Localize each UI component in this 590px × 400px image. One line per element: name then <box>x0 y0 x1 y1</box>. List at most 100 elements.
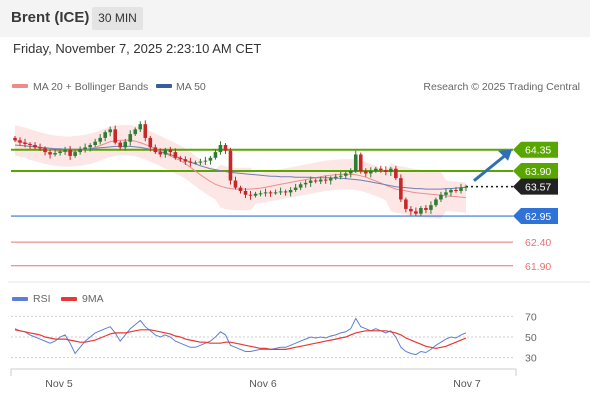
candle-body <box>379 168 383 171</box>
level-label-64.35: 64.35 <box>525 145 551 157</box>
ma50-legend-label: MA 50 <box>176 81 206 93</box>
candle-body <box>118 142 123 148</box>
candle-body <box>173 152 178 158</box>
instrument-title: Brent (ICE) <box>11 9 90 26</box>
candle-body <box>13 137 17 141</box>
candle-body <box>318 179 323 182</box>
candle-body <box>153 147 158 153</box>
candle-body <box>288 190 293 193</box>
candle-body <box>108 129 113 133</box>
ma20-legend-label: MA 20 + Bollinger Bands <box>33 81 148 93</box>
candle-body <box>38 147 42 149</box>
candle-body <box>203 160 208 162</box>
candle-body <box>148 137 153 148</box>
level-label-62.40: 62.40 <box>525 237 551 249</box>
candle-body <box>83 147 87 150</box>
candle-body <box>449 190 453 193</box>
candle-body <box>313 180 318 182</box>
candle-body <box>188 161 193 163</box>
candle-body <box>143 124 148 138</box>
candle-body <box>454 190 458 191</box>
candle-body <box>168 149 173 153</box>
candle-body <box>444 192 448 195</box>
ma50-legend-swatch <box>156 84 172 88</box>
candle-body <box>333 176 338 179</box>
candle-body <box>33 145 37 148</box>
candle-body <box>53 153 57 155</box>
candle-body <box>233 180 238 188</box>
candle-body <box>198 161 203 163</box>
candle-body <box>238 187 243 191</box>
candle-body <box>103 132 107 138</box>
candle-body <box>208 157 213 161</box>
rsi-ma-legend-label: 9MA <box>82 293 104 305</box>
candle-body <box>278 191 283 193</box>
level-label-63.90: 63.90 <box>525 166 551 178</box>
candle-body <box>358 154 363 172</box>
level-labels: 64.35 63.90 63.57 62.95 62.40 61.90 <box>473 141 558 273</box>
level-tag-63.57 <box>513 178 558 195</box>
level-label-63.57: 63.57 <box>525 182 551 194</box>
candle-body <box>218 145 223 153</box>
candle-body <box>43 148 47 153</box>
candle-body <box>298 184 303 188</box>
candle-body <box>248 194 253 196</box>
candle-body <box>384 170 388 172</box>
candle-body <box>439 194 443 200</box>
candle-body <box>348 171 353 174</box>
candle-body <box>323 179 328 181</box>
candle-body <box>48 152 52 155</box>
projection-arrow-shaft <box>473 153 507 182</box>
level-label-62.95: 62.95 <box>525 211 551 223</box>
candle-body <box>409 208 413 212</box>
candle-body <box>128 134 133 142</box>
level-tag-63.90 <box>513 163 558 180</box>
candle-body <box>18 140 22 143</box>
candle-body <box>253 193 258 196</box>
candle-body <box>93 141 97 145</box>
candle-body <box>303 182 308 185</box>
candle-body <box>228 150 233 181</box>
candle-body <box>158 152 163 155</box>
candle-body <box>389 168 393 172</box>
candle-body <box>223 145 228 151</box>
timeframe-button[interactable]: 30 MIN <box>92 7 143 30</box>
candle-body <box>353 154 358 172</box>
candle-body <box>404 199 408 209</box>
candle-body <box>123 141 128 148</box>
candle-body <box>73 152 77 156</box>
candle-body <box>28 144 32 146</box>
candle-body <box>429 205 433 210</box>
candle-body <box>434 199 438 206</box>
candles <box>13 120 468 217</box>
rsi-panel: 70 50 30 <box>11 311 537 365</box>
candle-body <box>183 159 188 162</box>
candle-body <box>63 149 67 152</box>
projection-arrow-head <box>498 149 512 161</box>
candle-body <box>113 129 118 143</box>
top-bar: Brent (ICE) 30 MIN <box>0 0 590 37</box>
candle-body <box>98 137 102 142</box>
candle-body <box>133 129 138 135</box>
candle-body <box>374 168 378 172</box>
candle-body <box>464 186 468 188</box>
candle-body <box>338 175 343 177</box>
level-tag-62.95 <box>513 208 558 225</box>
candle-body <box>328 178 333 181</box>
candle-body <box>343 173 348 176</box>
x-tick-Nov-5: Nov 5 <box>45 378 73 390</box>
rsi-tick-50: 50 <box>525 332 537 344</box>
candle-body <box>88 145 92 148</box>
candle-body <box>68 149 72 156</box>
level-label-61.90: 61.90 <box>525 261 551 273</box>
chart-date: Friday, November 7, 2025 2:23:10 AM CET <box>13 41 262 56</box>
candle-body <box>293 187 298 190</box>
candle-body <box>283 191 288 193</box>
level-tag-64.35 <box>513 141 558 158</box>
candle-body <box>193 162 198 164</box>
candle-body <box>178 157 183 160</box>
x-tick-Nov-7: Nov 7 <box>453 378 481 390</box>
candle-body <box>368 171 373 174</box>
candle-body <box>138 124 143 130</box>
